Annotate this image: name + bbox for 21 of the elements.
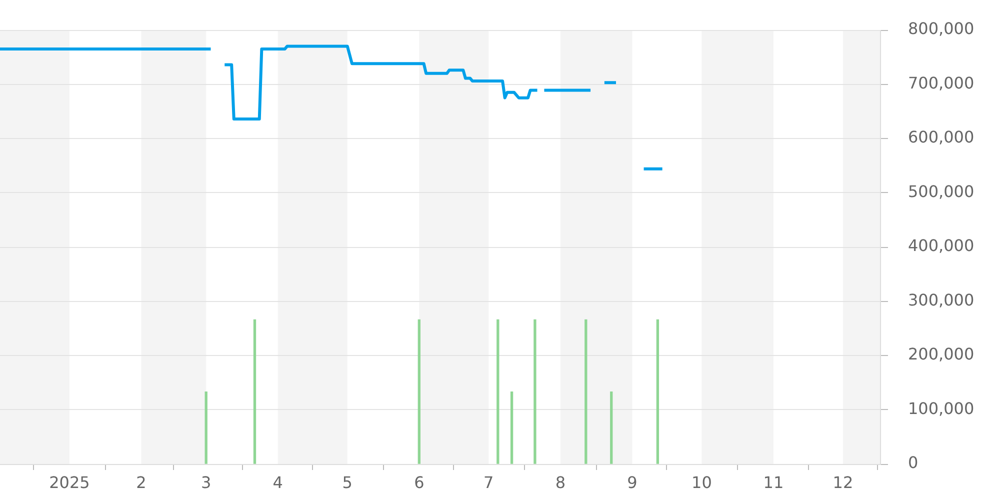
x-tick-label: 3 — [201, 472, 212, 492]
y-tick-label: 700,000 — [908, 73, 974, 92]
y-tick-label: 200,000 — [908, 344, 974, 364]
y-tick-label: 500,000 — [908, 182, 974, 201]
x-tick-label: 9 — [627, 472, 638, 492]
y-tick-label: 100,000 — [908, 398, 974, 418]
x-tick-label: 11 — [763, 472, 784, 492]
x-tick-label: 4 — [272, 472, 283, 492]
y-tick-label: 800,000 — [908, 19, 974, 38]
x-tick-label: 10 — [692, 472, 712, 492]
y-tick-label: 300,000 — [908, 290, 974, 310]
y-tick-label: 600,000 — [908, 128, 974, 147]
x-tick-label: 12 — [832, 472, 854, 492]
y-tick-label: 400,000 — [908, 236, 974, 256]
x-tick-label: 2 — [136, 472, 146, 492]
x-tick-label: 5 — [342, 472, 352, 492]
x-tick-label: 7 — [484, 472, 494, 492]
x-tick-label: 2025 — [49, 472, 90, 492]
x-tick-label: 6 — [414, 472, 424, 492]
x-tick-label: 8 — [555, 472, 566, 492]
y-tick-label: 0 — [908, 453, 918, 472]
